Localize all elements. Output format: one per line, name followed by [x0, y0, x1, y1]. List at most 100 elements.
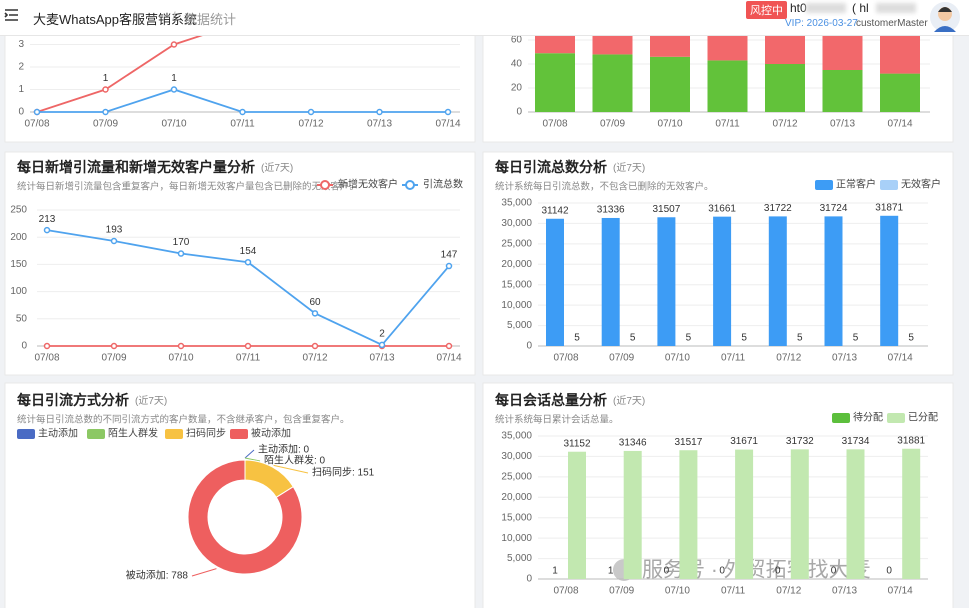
bar [568, 451, 586, 579]
x-tick-label: 07/12 [298, 119, 323, 130]
point [170, 41, 178, 48]
period: (近7天) [261, 161, 293, 174]
leader-line [191, 568, 217, 577]
x-tick-label: 07/11 [721, 586, 746, 597]
bar [601, 217, 620, 346]
status-badge: 风控中 [746, 1, 787, 19]
separator: / [172, 9, 176, 24]
x-tick-label: 07/13 [832, 353, 857, 364]
legend-icon [887, 413, 905, 423]
data-label: 31671 [730, 436, 758, 447]
chart: 0 50 100 150 200 250 07/08 07/09 07/10 07/11 07/12… [10, 178, 463, 364]
bar [824, 216, 843, 346]
bar [822, 36, 863, 70]
x-tick-label: 07/09 [93, 119, 118, 130]
data-label: 31732 [786, 436, 814, 447]
data-label: 31152 [563, 438, 591, 449]
y-tick-label: 0 [526, 341, 532, 352]
bar [765, 36, 805, 64]
point [110, 342, 118, 350]
bar [880, 215, 899, 346]
data-label: 0 [775, 566, 781, 577]
data-label: 147 [441, 250, 458, 261]
x-tick-label: 07/10 [161, 119, 186, 130]
x-tick-label: 07/10 [168, 353, 193, 364]
point [43, 226, 51, 234]
chart: 0 5,000 10,000 15,000 20,000 25,000 30,000 35,0… [501, 411, 938, 597]
data-label: 5 [741, 333, 747, 344]
x-tick-label: 07/08 [553, 353, 578, 364]
y-tick-label: 10,000 [501, 533, 532, 544]
y-tick-label: 100 [10, 286, 27, 297]
x-tick-label: 07/13 [830, 119, 855, 130]
x-tick-label: 07/11 [230, 119, 255, 130]
y-tick-label: 0 [21, 341, 27, 352]
data-label: 31881 [897, 435, 925, 446]
x-tick-label: 07/09 [600, 119, 625, 130]
chart: 02040608010007/0807/0907/1007/1107/1207/… [511, 35, 930, 130]
point [244, 258, 252, 266]
x-tick-label: 07/14 [888, 586, 913, 597]
y-tick-label: 250 [10, 205, 27, 216]
point [445, 342, 453, 350]
point [244, 342, 252, 350]
x-tick-label: 07/12 [302, 353, 327, 364]
point [110, 237, 118, 245]
y-tick-label: 20,000 [501, 492, 532, 503]
y-tick-label: 30,000 [501, 451, 532, 462]
chart-title: 每日引流方式分析 (近7天) [17, 392, 167, 408]
point [444, 108, 452, 116]
legend-label: 被动添加 [251, 427, 291, 440]
blur [806, 3, 846, 13]
point [376, 108, 383, 116]
vip: VIP: 2026-03-27 [785, 18, 858, 29]
subtitle: 统计系统每日累计会话总量。 [495, 414, 619, 426]
y-tick-label: 60 [511, 35, 523, 46]
data-label: 31722 [764, 203, 792, 214]
y-tick-label: 25,000 [501, 238, 532, 249]
menu-icon[interactable] [4, 8, 20, 22]
period: (近7天) [613, 161, 645, 174]
legend-label: 待分配 [853, 411, 883, 424]
user: ht0 [790, 1, 807, 15]
data-label: 5 [908, 333, 914, 344]
legend-label: 主动添加 [38, 427, 78, 440]
y-tick-label: 150 [10, 259, 27, 270]
legend-label: 扫码同步 [186, 427, 226, 440]
x-tick-label: 07/09 [609, 353, 634, 364]
data-label: 31661 [708, 203, 736, 214]
data-label: 31142 [541, 205, 569, 216]
bar [880, 73, 920, 112]
point [311, 342, 319, 350]
legend-icon [320, 180, 330, 190]
chart: 0123407/0807/0907/1007/1107/1207/1307/14… [18, 28, 461, 130]
x-tick-label: 07/14 [436, 353, 461, 364]
point [33, 108, 41, 116]
bar [790, 449, 809, 579]
y-tick-label: 0 [526, 574, 532, 585]
y-tick-label: 30,000 [501, 218, 532, 229]
point [239, 108, 246, 116]
subtitle: 统计系统每日引流总数，不包含已删除的无效客户。 [495, 181, 714, 193]
data-label: 3 [171, 28, 177, 39]
y-tick-label: 15,000 [501, 512, 532, 523]
y-tick-label: 35,000 [501, 431, 532, 442]
data-label: 170 [173, 237, 190, 248]
data-label: 5 [686, 333, 692, 344]
chart: 0 5,000 10,000 15,000 20,000 25,000 30,000 35,0… [501, 178, 941, 364]
bar [846, 449, 865, 579]
data-label: 5 [630, 333, 636, 344]
legend-icon [87, 429, 105, 439]
bar [546, 218, 564, 346]
legend-label: 陌生人群发 [108, 427, 158, 440]
bar [592, 54, 633, 112]
leader-line [244, 449, 255, 459]
avatar[interactable] [930, 2, 960, 32]
y-tick-label: 5,000 [507, 320, 532, 331]
data-label: 31517 [674, 437, 702, 448]
data-label: 193 [106, 225, 123, 236]
data-label: 31336 [597, 205, 625, 216]
